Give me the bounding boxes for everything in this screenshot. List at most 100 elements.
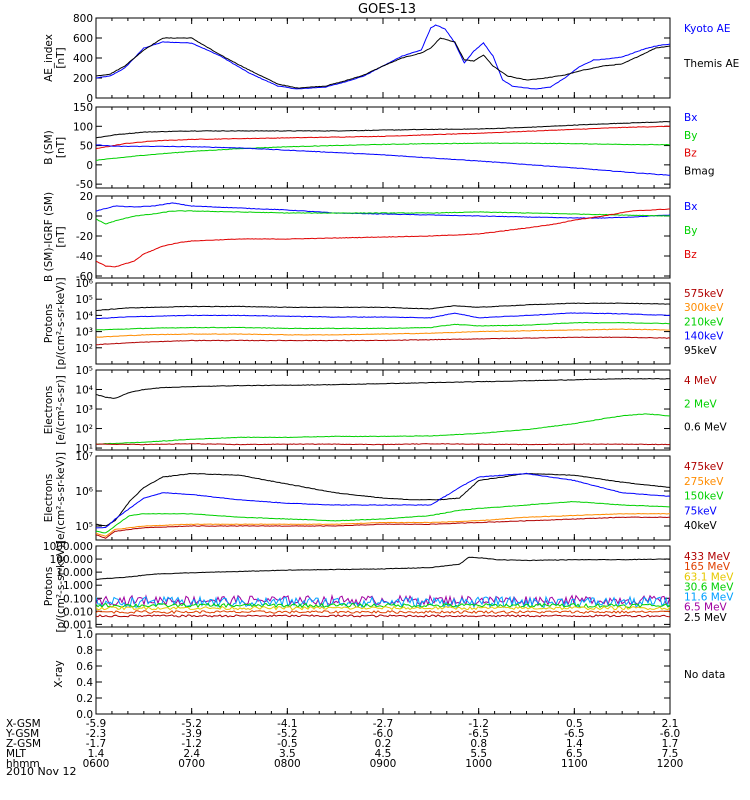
- ephemeris-value: -6.5: [564, 728, 585, 740]
- y-tick-label: 10⁴: [75, 310, 93, 322]
- ephemeris-row-label: Y-GSM: [5, 728, 39, 740]
- series-line-2.5-mev: [96, 556, 670, 580]
- panel-frame: [95, 17, 671, 99]
- ephemeris-value: 1100: [561, 758, 588, 770]
- series-group: [96, 202, 670, 268]
- panel-2: -50 0 50 100 150 B (SM) [nT] Bx By Bz Bmag: [43, 102, 715, 191]
- ephemeris-row-label: Z-GSM: [6, 738, 41, 750]
- ephemeris-value: -4.1: [277, 718, 298, 730]
- y-axis-label: B (SM): [43, 130, 55, 164]
- y-tick-label: 0.010: [63, 606, 93, 618]
- ephemeris-value: -6.5: [468, 728, 489, 740]
- legend-entry: No data: [684, 669, 725, 681]
- ephemeris-value: 6.5: [566, 748, 583, 760]
- y-tick-label: 600: [73, 33, 93, 45]
- ephemeris-value: 5.5: [470, 748, 487, 760]
- y-axis-label: X-ray: [53, 660, 65, 687]
- series-line-11.6-mev: [96, 595, 670, 610]
- series-line-140kev: [96, 312, 670, 319]
- y-axis-unit: [nT]: [55, 47, 67, 68]
- legend-entry: 11.6 MeV: [684, 592, 734, 604]
- series-line-bz: [96, 125, 670, 150]
- legend-entry: 150keV: [684, 491, 724, 503]
- ephemeris-row-label: X-GSM: [6, 718, 41, 730]
- series-line-by: [96, 210, 670, 225]
- y-tick-label: 0.4: [76, 677, 93, 689]
- y-tick-label: 0.6: [76, 661, 93, 673]
- y-tick-label: 400: [73, 53, 93, 65]
- series-line-30.6-mev: [96, 602, 670, 609]
- series-line-2-mev: [96, 413, 670, 445]
- y-tick-label: 0.8: [76, 645, 93, 657]
- panel-frame: [95, 282, 671, 365]
- y-tick-label: 100.000: [50, 554, 93, 566]
- ephemeris-value: 7.5: [662, 748, 679, 760]
- y-axis-unit: [p/(cm²-s-sr-keV)]: [55, 540, 67, 632]
- legend-entry: Bz: [684, 249, 697, 261]
- ephemeris-value: 0.2: [375, 738, 392, 750]
- legend-entry: 475keV: [684, 461, 724, 473]
- y-axis-label: Protons: [43, 567, 55, 606]
- legend-entry: 140keV: [684, 331, 724, 343]
- legend-entry: Bx: [684, 201, 697, 213]
- legend-entry: 40keV: [684, 520, 718, 532]
- ephemeris-value: 0700: [178, 758, 205, 770]
- ephemeris-value: 1200: [657, 758, 684, 770]
- ephemeris-value: 0900: [370, 758, 397, 770]
- legend-entry: 433 MeV: [684, 551, 731, 563]
- panel-1: 0 200 400 600 800 AE_index [nT] Kyoto AE Themis …: [43, 13, 739, 105]
- ephemeris-row-label: hhmm: [6, 758, 40, 770]
- y-tick-label: 10⁶: [75, 278, 93, 290]
- ephemeris-table: X-GSM -5.9 -5.2 -4.1 -2.7 -1.2 0.5 2.1Y-GSM -2.3…: [5, 718, 683, 770]
- series-line-275kev: [96, 512, 670, 537]
- series-line-4-mev: [96, 443, 670, 446]
- series-line-bmag: [96, 121, 670, 139]
- y-tick-label: -50: [76, 179, 93, 191]
- y-tick-label: 10⁵: [75, 294, 93, 306]
- y-tick-label: 10⁵: [75, 521, 93, 533]
- ephemeris-value: -3.9: [181, 728, 202, 740]
- y-tick-label: 1.000: [63, 580, 93, 592]
- panel-3: -60 -40 -20 0 20 B (SM)-IGRF (SM) [nT] Bx By Bz: [43, 191, 697, 283]
- legend-entry: Bx: [684, 112, 697, 124]
- plot-title: GOES-13: [358, 2, 416, 17]
- legend-entry: 75keV: [684, 505, 718, 517]
- y-tick-label: 10⁶: [75, 486, 93, 498]
- ephemeris-value: -1.2: [181, 738, 202, 750]
- legend-entry: 300keV: [684, 302, 724, 314]
- y-tick-label: 10⁴: [75, 385, 93, 397]
- y-tick-label: 0.100: [63, 593, 93, 605]
- ephemeris-value: 0800: [274, 758, 301, 770]
- ephemeris-value: -2.3: [86, 728, 107, 740]
- legend-entry: By: [684, 130, 697, 142]
- ephemeris-value: -1.2: [468, 718, 489, 730]
- legend-entry: 165 MeV: [684, 561, 731, 573]
- legend-entry: 2.5 MeV: [684, 612, 728, 624]
- y-tick-label: 10⁷: [75, 451, 93, 463]
- legend-entry: 0.6 MeV: [684, 422, 728, 434]
- y-tick-label: 0.2: [76, 693, 93, 705]
- legend-entry: 30.6 MeV: [684, 581, 734, 593]
- series-line-63.1-mev: [96, 605, 670, 611]
- legend-entry: 6.5 MeV: [684, 602, 728, 614]
- ephemeris-value: -2.7: [373, 718, 394, 730]
- ephemeris-value: 2.4: [183, 748, 200, 760]
- series-line-bz: [96, 208, 670, 268]
- ephemeris-value: -6.0: [373, 728, 394, 740]
- panel-frame: [95, 633, 671, 715]
- series-line-575kev: [96, 336, 670, 346]
- ephemeris-value: 3.5: [279, 748, 296, 760]
- y-tick-label: 100: [73, 121, 93, 133]
- y-tick-label: -40: [76, 251, 93, 263]
- ephemeris-value: 0.8: [470, 738, 487, 750]
- ephemeris-value: 1.4: [88, 748, 105, 760]
- y-axis-unit: [nT]: [55, 137, 67, 158]
- series-line-300kev: [96, 328, 670, 338]
- legend-entry: Kyoto AE: [684, 23, 730, 35]
- y-tick-label: 1.0: [76, 629, 93, 641]
- legend-entry: 2 MeV: [684, 398, 718, 410]
- series-line-75kev: [96, 472, 670, 529]
- y-tick-label: -60: [76, 271, 93, 283]
- y-tick-label: 200: [73, 73, 93, 85]
- legend-entry: 63.1 MeV: [684, 571, 734, 583]
